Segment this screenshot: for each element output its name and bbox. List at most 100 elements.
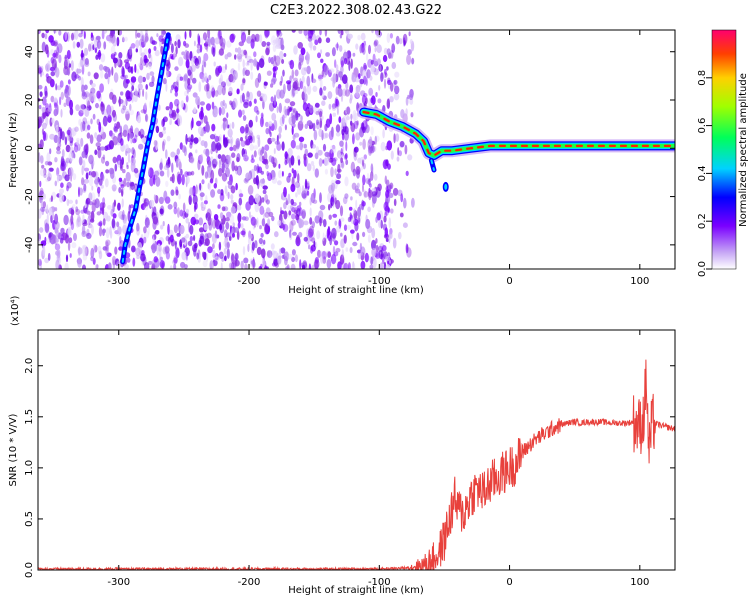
noise-speck: [375, 244, 379, 252]
noise-speck: [357, 206, 362, 218]
noise-speck: [385, 264, 391, 269]
noise-speck: [393, 92, 400, 101]
noise-speck: [335, 43, 340, 49]
noise-speck: [58, 30, 62, 36]
noise-speck: [356, 232, 360, 241]
noise-speck: [291, 74, 294, 85]
noise-speck: [298, 231, 303, 238]
noise-speck: [291, 256, 296, 263]
noise-speck: [67, 132, 70, 141]
noise-speck: [158, 131, 164, 138]
x-tick-label: -200: [238, 577, 261, 588]
noise-speck: [237, 221, 241, 229]
noise-speck: [210, 148, 213, 155]
noise-speck: [75, 206, 79, 213]
noise-speck: [40, 155, 44, 164]
noise-speck: [297, 159, 301, 166]
noise-speck: [193, 107, 197, 113]
noise-speck: [406, 244, 409, 254]
noise-speck: [198, 81, 202, 92]
noise-speck: [185, 217, 190, 224]
noise-speck: [184, 31, 187, 40]
top-x-axis-label: Height of straight line (km): [288, 285, 424, 296]
noise-speck: [348, 60, 351, 72]
noise-speck: [305, 93, 308, 102]
noise-speck: [55, 228, 59, 237]
noise-speck: [218, 144, 222, 151]
noise-speck: [309, 30, 315, 35]
feature-core: [430, 159, 435, 171]
noise-speck: [332, 73, 337, 84]
noise-speck: [49, 148, 52, 155]
noise-speck: [257, 72, 262, 83]
noise-speck: [208, 74, 212, 81]
noise-speck: [382, 54, 388, 63]
noise-speck: [60, 227, 65, 234]
noise-speck: [387, 79, 392, 85]
noise-speck: [159, 260, 165, 269]
noise-speck: [281, 141, 285, 151]
noise-speck: [368, 87, 374, 96]
noise-speck: [169, 101, 174, 110]
noise-speck: [193, 213, 199, 219]
noise-speck: [341, 249, 344, 259]
noise-speck: [227, 180, 232, 185]
noise-speck: [221, 154, 227, 164]
noise-speck: [212, 108, 218, 118]
noise-speck: [65, 70, 70, 76]
noise-speck: [212, 243, 215, 250]
noise-speck: [384, 205, 390, 216]
noise-speck: [231, 121, 235, 129]
noise-speck: [181, 145, 187, 153]
noise-speck: [321, 69, 324, 78]
noise-speck: [268, 102, 275, 112]
noise-speck: [262, 185, 268, 190]
noise-speck: [40, 65, 44, 72]
noise-speck: [363, 189, 367, 199]
noise-speck: [278, 102, 282, 114]
noise-speck: [86, 232, 92, 239]
noise-speck: [134, 90, 139, 96]
noise-speck: [291, 249, 296, 256]
noise-speck: [111, 133, 116, 140]
noise-speck: [200, 154, 204, 162]
noise-speck: [69, 253, 72, 258]
noise-speck: [165, 180, 169, 188]
noise-speck: [290, 263, 296, 269]
noise-speck: [393, 133, 396, 144]
noise-speck: [124, 74, 128, 79]
noise-speck: [240, 140, 246, 148]
noise-speck: [350, 122, 356, 133]
noise-speck: [270, 96, 274, 103]
noise-speck: [160, 160, 163, 172]
noise-speck: [118, 177, 123, 182]
noise-speck: [92, 244, 97, 253]
noise-speck: [352, 241, 358, 247]
noise-speck: [41, 41, 46, 53]
noise-speck: [268, 121, 273, 127]
noise-speck: [331, 47, 336, 57]
noise-speck: [68, 199, 74, 204]
noise-speck: [217, 135, 221, 142]
noise-speck: [144, 32, 149, 43]
noise-speck: [254, 219, 258, 225]
noise-speck: [327, 91, 333, 100]
noise-speck: [303, 153, 307, 161]
noise-speck: [272, 157, 278, 168]
noise-speck: [334, 240, 339, 246]
noise-speck: [349, 214, 353, 220]
noise-speck: [149, 100, 152, 109]
noise-speck: [196, 48, 201, 54]
noise-speck: [162, 116, 168, 123]
noise-speck: [190, 134, 194, 143]
noise-speck: [260, 232, 264, 238]
noise-speck: [335, 124, 341, 133]
noise-speck: [82, 254, 88, 261]
noise-speck: [352, 133, 355, 145]
noise-speck: [338, 71, 343, 78]
noise-speck: [191, 77, 197, 84]
noise-speck: [151, 75, 155, 84]
noise-speck: [356, 216, 361, 223]
snr-frame: [37, 329, 676, 571]
noise-speck: [102, 202, 106, 209]
